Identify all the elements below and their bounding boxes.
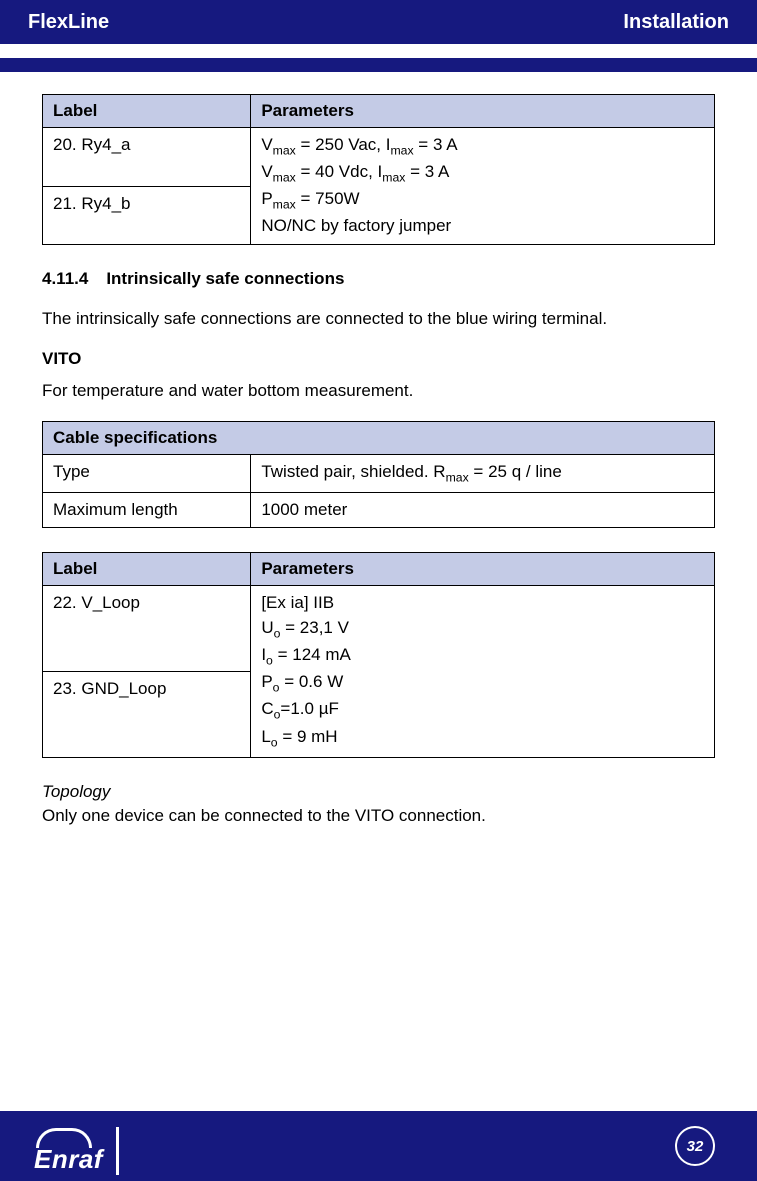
cell-ry4-params: Vmax = 250 Vac, Imax = 3 AVmax = 40 Vdc,… bbox=[251, 128, 715, 245]
cell-maxlen-v: 1000 meter bbox=[251, 492, 715, 528]
cell-gndloop: 23. GND_Loop bbox=[43, 672, 251, 758]
page-number-badge: 32 bbox=[675, 1126, 715, 1166]
section-title: Intrinsically safe connections bbox=[106, 269, 344, 289]
th-label: Label bbox=[43, 95, 251, 128]
cell-maxlen-k: Maximum length bbox=[43, 492, 251, 528]
section-number: 4.11.4 bbox=[42, 269, 88, 289]
page-content: Label Parameters 20. Ry4_a Vmax = 250 Va… bbox=[0, 72, 757, 827]
th-cable-spec: Cable specifications bbox=[43, 421, 715, 454]
cell-ry4a: 20. Ry4_a bbox=[43, 128, 251, 187]
cell-ry4b: 21. Ry4_b bbox=[43, 186, 251, 245]
th-label-2: Label bbox=[43, 553, 251, 586]
logo-text: Enraf bbox=[34, 1144, 103, 1175]
topology-heading: Topology bbox=[42, 782, 715, 802]
header-bar: FlexLine Installation bbox=[0, 0, 757, 44]
table-cable-spec: Cable specifications Type Twisted pair, … bbox=[42, 421, 715, 529]
table-vloop: Label Parameters 22. V_Loop [Ex ia] IIBU… bbox=[42, 552, 715, 757]
header-divider bbox=[0, 58, 757, 72]
cell-type-v: Twisted pair, shielded. Rmax = 25 q / li… bbox=[251, 454, 715, 492]
cell-vloop-params: [Ex ia] IIBUo = 23,1 VIo = 124 mAPo = 0.… bbox=[251, 586, 715, 757]
topology-text: Only one device can be connected to the … bbox=[42, 804, 715, 828]
th-params-2: Parameters bbox=[251, 553, 715, 586]
vito-heading: VITO bbox=[42, 349, 715, 369]
section-heading: 4.11.4 Intrinsically safe connections bbox=[42, 269, 715, 289]
cell-vloop: 22. V_Loop bbox=[43, 586, 251, 672]
footer-logo: Enraf bbox=[34, 1128, 103, 1175]
table-ry4: Label Parameters 20. Ry4_a Vmax = 250 Va… bbox=[42, 94, 715, 245]
header-left: FlexLine bbox=[28, 11, 109, 34]
vito-text: For temperature and water bottom measure… bbox=[42, 379, 715, 403]
logo-divider bbox=[116, 1127, 119, 1175]
header-right: Installation bbox=[623, 11, 729, 34]
intro-paragraph: The intrinsically safe connections are c… bbox=[42, 307, 715, 331]
page-number: 32 bbox=[687, 1138, 704, 1155]
th-params: Parameters bbox=[251, 95, 715, 128]
footer-bar: Enraf 32 bbox=[0, 1111, 757, 1181]
cell-type-k: Type bbox=[43, 454, 251, 492]
